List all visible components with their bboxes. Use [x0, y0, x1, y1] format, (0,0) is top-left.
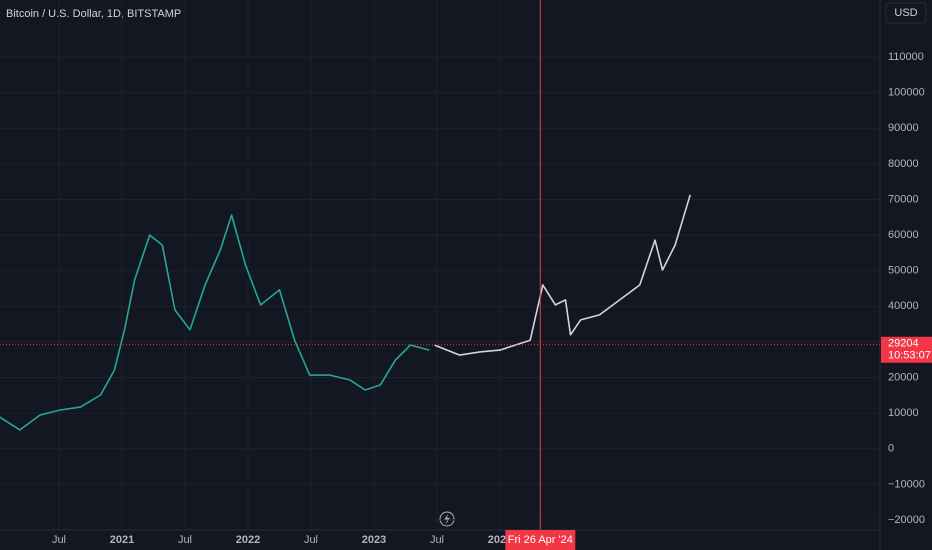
- y-tick-label: −10000: [888, 478, 925, 490]
- y-tick-label: −20000: [888, 514, 925, 526]
- x-tick-label: Jul: [430, 534, 444, 546]
- currency-label[interactable]: USD: [894, 7, 917, 19]
- x-tick-label: 2022: [236, 534, 260, 546]
- x-tick-label: Jul: [52, 534, 66, 546]
- countdown-label: 10:53:07: [888, 350, 931, 362]
- x-tick-label: Jul: [178, 534, 192, 546]
- y-tick-label: 110000: [888, 51, 924, 63]
- logo-icon: [439, 511, 455, 527]
- y-tick-label: 60000: [888, 229, 919, 241]
- y-tick-label: 50000: [888, 265, 919, 277]
- y-tick-label: 70000: [888, 193, 919, 205]
- grid: [0, 0, 880, 530]
- y-tick-label: 0: [888, 443, 894, 455]
- last-price-box: [881, 336, 932, 363]
- y-tick-label: 20000: [888, 371, 919, 383]
- crosshair-box: [505, 530, 576, 550]
- y-tick-label: 40000: [888, 300, 919, 312]
- y-tick-label: 10000: [888, 407, 919, 419]
- x-tick-label: 2023: [362, 534, 386, 546]
- chart-title: Bitcoin / U.S. Dollar, 1D, BITSTAMP: [6, 8, 181, 20]
- last-price-label: 29204: [888, 338, 919, 350]
- y-tick-label: 90000: [888, 122, 919, 134]
- x-tick-label: Jul: [304, 534, 318, 546]
- y-tick-label: 80000: [888, 158, 919, 170]
- currency-button[interactable]: [885, 2, 927, 24]
- price-line: [434, 194, 691, 356]
- price-line: [0, 214, 430, 431]
- crosshair-label: Fri 26 Apr '24: [508, 534, 573, 546]
- y-tick-label: 100000: [888, 87, 925, 99]
- x-tick-label: 2021: [110, 534, 134, 546]
